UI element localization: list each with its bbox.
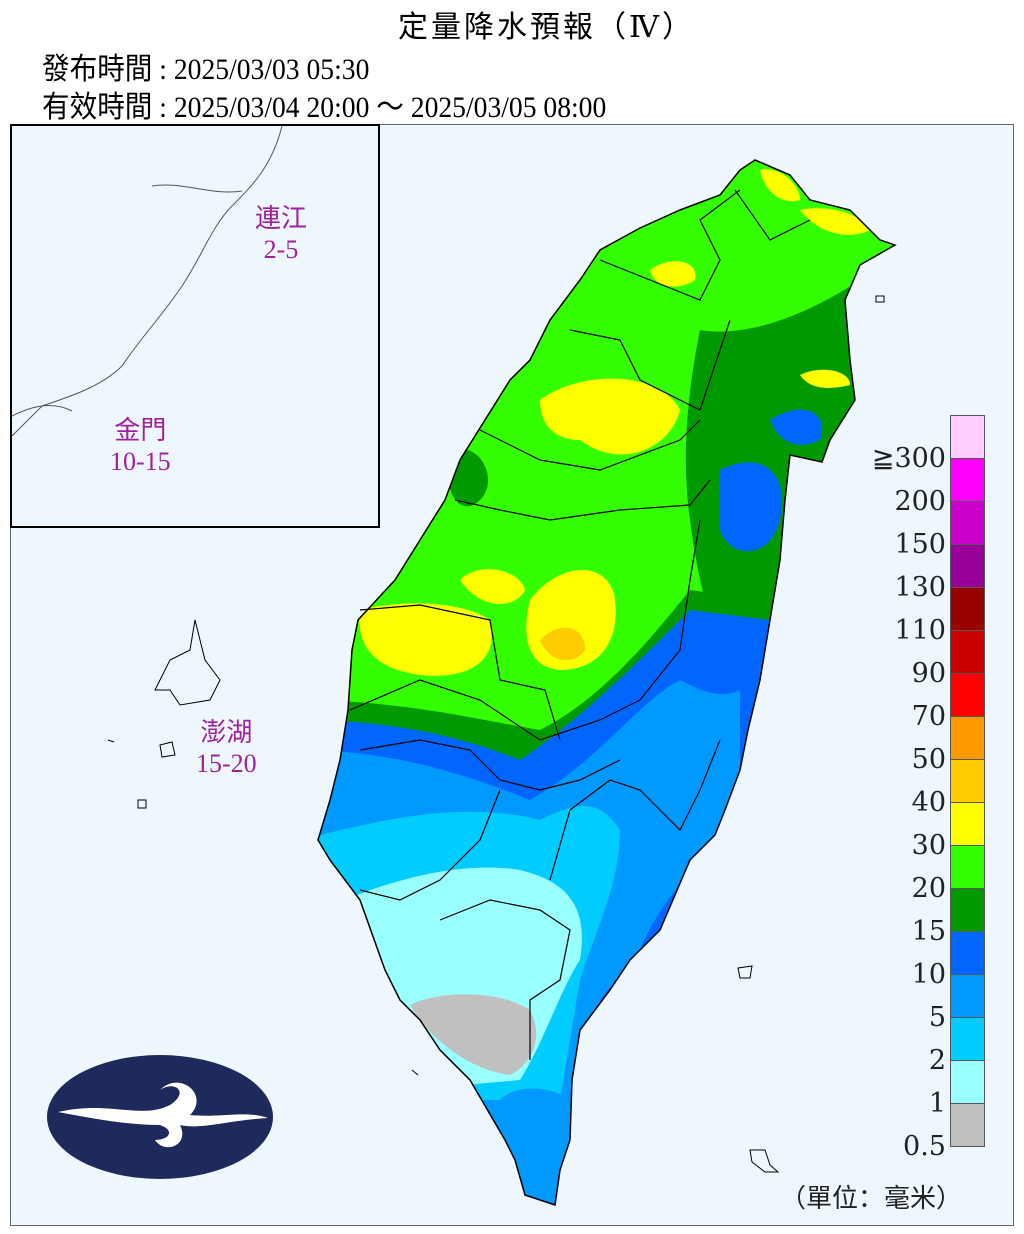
color-legend (950, 415, 985, 1147)
legend-swatch (950, 458, 985, 502)
taiwan-coastline (317, 159, 897, 1206)
matsu-label: 連江 2-5 (255, 198, 307, 265)
legend-swatch (950, 501, 985, 545)
legend-swatch (950, 888, 985, 932)
legend-swatch (950, 544, 985, 588)
issued-time: 發布時間 : 2025/03/03 05:30 (42, 53, 370, 86)
legend-swatch (950, 716, 985, 760)
penghu-islands (107, 619, 221, 809)
legend-label: 1 (928, 1088, 946, 1119)
offshore-inset (10, 124, 380, 528)
legend-label: 10 (911, 959, 946, 990)
legend-label: 70 (911, 701, 946, 732)
kinmen-name: 金門 (114, 416, 167, 445)
legend-label: 20 (911, 873, 946, 904)
legend-swatch (950, 802, 985, 846)
legend-label: 110 (894, 615, 946, 646)
legend-label: 40 (911, 787, 946, 818)
kinmen-range: 10-15 (110, 447, 171, 476)
small-islands (411, 295, 885, 1173)
legend-label: 5 (928, 1002, 946, 1033)
matsu-name: 連江 (255, 204, 308, 233)
penghu-range: 15-20 (196, 749, 257, 778)
legend-swatch (950, 587, 985, 631)
legend-swatch (950, 1060, 985, 1104)
legend-label: 150 (894, 529, 946, 560)
legend-swatch (950, 630, 985, 674)
rainfall-field (318, 160, 895, 1205)
legend-swatch (950, 1103, 985, 1147)
legend-label: 0.5 (903, 1131, 946, 1162)
penghu-label: 澎湖 15-20 (196, 712, 257, 779)
legend-swatch (950, 759, 985, 803)
cwa-logo (47, 1055, 273, 1179)
legend-label: 50 (911, 744, 946, 775)
unit-label: （單位：毫米） (780, 1184, 963, 1214)
legend-label: 130 (894, 572, 946, 603)
penghu-name: 澎湖 (200, 718, 253, 747)
legend-swatch (950, 415, 985, 459)
legend-label: 30 (911, 830, 946, 861)
legend-label: 15 (911, 916, 946, 947)
legend-swatch (950, 931, 985, 975)
china-coast (12, 126, 283, 437)
legend-label: 2 (928, 1045, 946, 1076)
legend-label: 200 (894, 486, 946, 517)
kinmen-label: 金門 10-15 (110, 410, 171, 477)
matsu-range: 2-5 (263, 235, 299, 264)
legend-label: 90 (911, 658, 946, 689)
legend-swatch (950, 1017, 985, 1061)
legend-swatch (950, 673, 985, 717)
valid-time: 有效時間 : 2025/03/04 20:00 ～ 2025/03/05 08:… (42, 91, 607, 124)
legend-swatch (950, 845, 985, 889)
county-boundaries (349, 189, 811, 1060)
legend-swatch (950, 974, 985, 1018)
map-title: 定量降水預報（Ⅳ） (398, 10, 695, 45)
legend-label: ≧300 (871, 443, 946, 474)
